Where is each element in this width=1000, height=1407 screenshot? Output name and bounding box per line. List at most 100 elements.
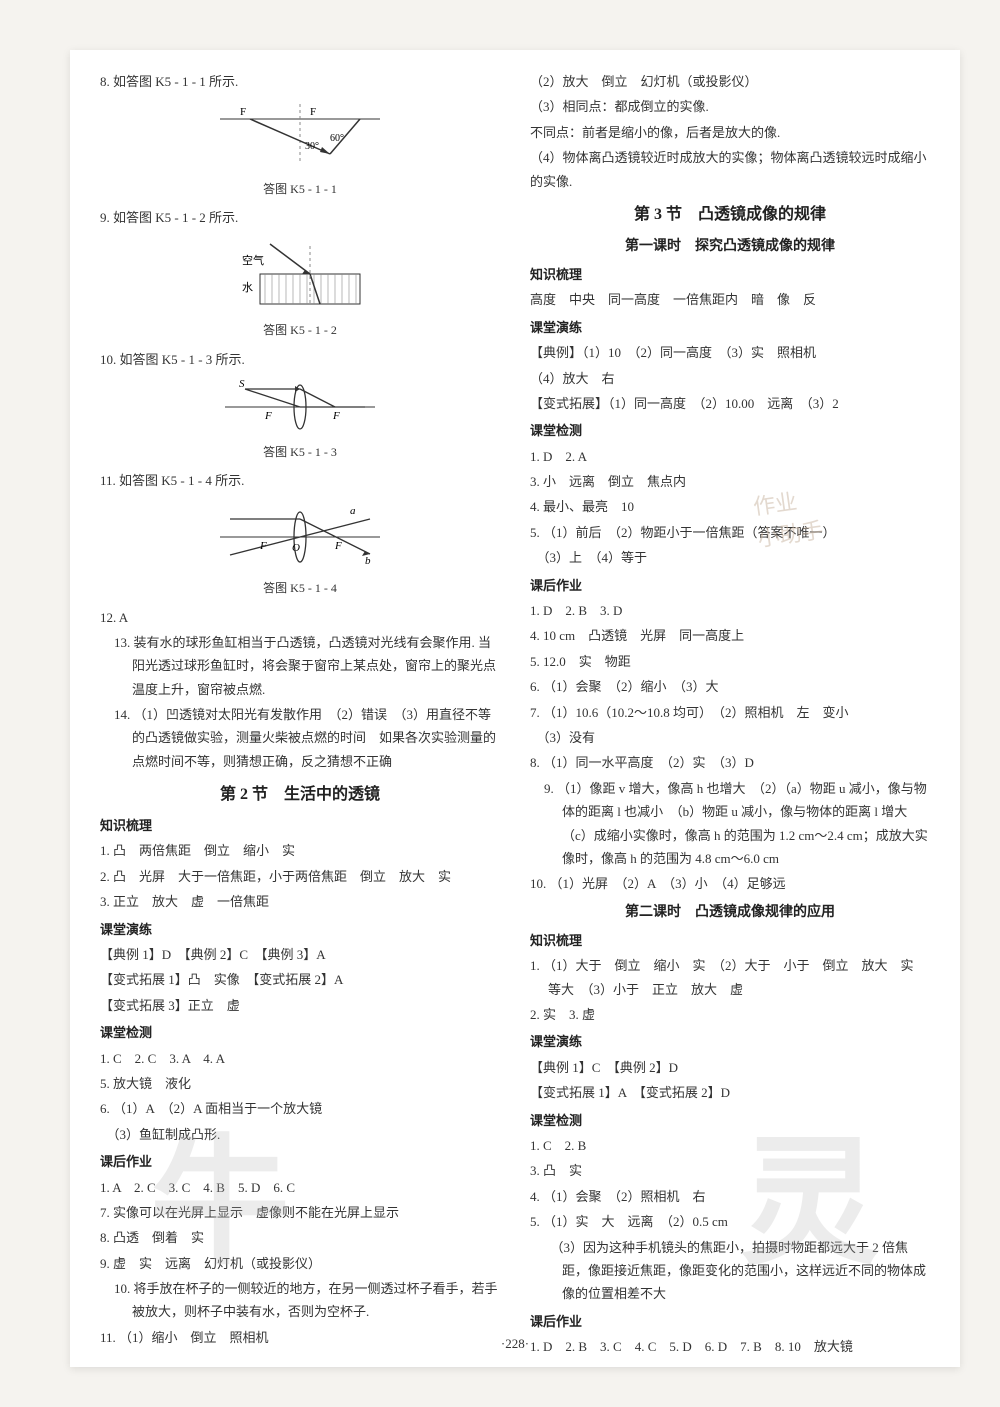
r-k2: （4）放大 右 xyxy=(530,367,930,390)
sub2-title: 第二课时 凸透镜成像规律的应用 xyxy=(530,900,930,925)
r-hw9: 10. （1）光屏 （2）A （3）小 （4）足够远 xyxy=(530,872,930,895)
left-zhishi-heading: 知识梳理 xyxy=(100,814,500,837)
q11-intro: 11. 如答图 K5 - 1 - 4 所示. xyxy=(100,469,500,492)
fig2-svg: 空气 水 xyxy=(220,236,380,311)
r-homework-heading: 课后作业 xyxy=(530,574,930,597)
r-j21: 1. C 2. B xyxy=(530,1134,930,1157)
l-j2: 5. 放大镜 液化 xyxy=(100,1072,500,1095)
l-k2: 【变式拓展 1】凸 实像 【变式拓展 2】A xyxy=(100,968,500,991)
fig3-S: S xyxy=(239,378,245,390)
q13: 13. 装有水的球形鱼缸相当于凸透镜，凸透镜对光线有会聚作用. 当阳光透过球形鱼… xyxy=(100,631,500,701)
r-k1: 【典例】（1）10 （2）同一高度 （3）实 照相机 xyxy=(530,341,930,364)
l-z2: 2. 凸 光屏 大于一倍焦距，小于两倍焦距 倒立 放大 实 xyxy=(100,865,500,888)
fig1-angle2: 30° xyxy=(305,141,319,152)
page-container: 8. 如答图 K5 - 1 - 1 所示. F F 60° 30° 答图 K5 … xyxy=(70,50,960,1367)
r-j2: 3. 小 远离 倒立 焦点内 xyxy=(530,470,930,493)
l-hw3: 8. 凸透 倒着 实 xyxy=(100,1226,500,1249)
fig1-F2: F xyxy=(310,106,316,118)
r-j24: 5. （1）实 大 远离 （2）0.5 cm xyxy=(530,1210,930,1233)
r-hw7: 8. （1）同一水平高度 （2）实 （3）D xyxy=(530,751,930,774)
fig1-svg: F F 60° 30° xyxy=(210,99,390,169)
r-jiance-heading: 课堂检测 xyxy=(530,419,930,442)
r-j22: 3. 凸 实 xyxy=(530,1159,930,1182)
r-j4: 5. （1）前后 （2）物距小于一倍焦距（答案不唯一） xyxy=(530,521,930,544)
fig4-caption: 答图 K5 - 1 - 4 xyxy=(100,578,500,600)
r-hw2: 4. 10 cm 凸透镜 光屏 同一高度上 xyxy=(530,624,930,647)
left-ketang-heading: 课堂演练 xyxy=(100,918,500,941)
fig2-air: 空气 xyxy=(242,253,264,267)
r-hw3: 5. 12.0 实 物距 xyxy=(530,650,930,673)
r-hw21: 1. D 2. B 3. C 4. C 5. D 6. D 7. B 8. 10… xyxy=(530,1335,930,1358)
l-j3: 6. （1）A （2）A 面相当于一个放大镜 xyxy=(100,1097,500,1120)
r-j23: 4. （1）会聚 （2）照相机 右 xyxy=(530,1185,930,1208)
r1: （2）放大 倒立 幻灯机（或投影仪） xyxy=(530,70,930,93)
r3: 不同点：前者是缩小的像，后者是放大的像. xyxy=(530,121,930,144)
sub1-title: 第一课时 探究凸透镜成像的规律 xyxy=(530,234,930,259)
fig4-b: b xyxy=(365,555,371,567)
l-hw6: 11. （1）缩小 倒立 照相机 xyxy=(100,1326,500,1349)
figure-k5-1-1: F F 60° 30° 答图 K5 - 1 - 1 xyxy=(100,99,500,200)
l-j1: 1. C 2. C 3. A 4. A xyxy=(100,1047,500,1070)
l-j4: （3）鱼缸制成凸形. xyxy=(100,1123,500,1146)
fig3-svg: S F F xyxy=(215,377,385,432)
fig2-water: 水 xyxy=(242,281,253,294)
l-z1: 1. 凸 两倍焦距 倒立 缩小 实 xyxy=(100,839,500,862)
q10-intro: 10. 如答图 K5 - 1 - 3 所示. xyxy=(100,348,500,371)
l-k1: 【典例 1】D 【典例 2】C 【典例 3】A xyxy=(100,943,500,966)
r-k22: 【变式拓展 1】A 【变式拓展 2】D xyxy=(530,1081,930,1104)
q12: 12. A xyxy=(100,606,500,629)
fig1-angle1: 60° xyxy=(330,133,344,144)
r-k21: 【典例 1】C 【典例 2】D xyxy=(530,1056,930,1079)
r-ketang2-heading: 课堂演练 xyxy=(530,1030,930,1053)
r-j5: （3）上 （4）等于 xyxy=(530,546,930,569)
r-hw1: 1. D 2. B 3. D xyxy=(530,599,930,622)
r-jiance2-heading: 课堂检测 xyxy=(530,1109,930,1132)
r-z22: 2. 实 3. 虚 xyxy=(530,1003,930,1026)
r-k3: 【变式拓展】（1）同一高度 （2）10.00 远离 （3）2 xyxy=(530,392,930,415)
right-column: （2）放大 倒立 幻灯机（或投影仪） （3）相同点：都成倒立的实像. 不同点：前… xyxy=(530,70,930,1337)
fig1-F: F xyxy=(240,106,246,118)
page-number: ·228· xyxy=(501,1336,529,1352)
l-z3: 3. 正立 放大 虚 一倍焦距 xyxy=(100,890,500,913)
r-zhishi-heading: 知识梳理 xyxy=(530,263,930,286)
q9-intro: 9. 如答图 K5 - 1 - 2 所示. xyxy=(100,206,500,229)
r-hw5: 7. （1）10.6（10.2～10.8 均可） （2）照相机 左 变小 xyxy=(530,701,930,724)
l-hw4: 9. 虚 实 远离 幻灯机（或投影仪） xyxy=(100,1252,500,1275)
q8-intro: 8. 如答图 K5 - 1 - 1 所示. xyxy=(100,70,500,93)
section2-title: 第 2 节 生活中的透镜 xyxy=(100,781,500,810)
r-ketang-heading: 课堂演练 xyxy=(530,316,930,339)
l-hw2: 7. 实像可以在光屏上显示 虚像则不能在光屏上显示 xyxy=(100,1201,500,1224)
left-jiance-heading: 课堂检测 xyxy=(100,1021,500,1044)
fig4-a: a xyxy=(350,505,356,517)
fig3-F: F xyxy=(264,410,272,422)
section3-title: 第 3 节 凸透镜成像的规律 xyxy=(530,201,930,230)
fig3-caption: 答图 K5 - 1 - 3 xyxy=(100,442,500,464)
q14: 14. （1）凹透镜对太阳光有发散作用 （2）错误 （3）用直径不等的凸透镜做实… xyxy=(100,703,500,773)
fig2-caption: 答图 K5 - 1 - 2 xyxy=(100,320,500,342)
fig4-F: F xyxy=(259,540,267,552)
l-hw5: 10. 将手放在杯子的一侧较近的地方，在另一侧透过杯子看手，若手被放大，则杯子中… xyxy=(100,1277,500,1324)
r4: （4）物体离凸透镜较近时成放大的实像；物体离凸透镜较远时成缩小的实像. xyxy=(530,146,930,193)
r-j3: 4. 最小、最亮 10 xyxy=(530,495,930,518)
figure-k5-1-2: 空气 水 答图 K5 - 1 - 2 xyxy=(100,236,500,342)
fig1-caption: 答图 K5 - 1 - 1 xyxy=(100,179,500,201)
fig4-svg: a b F O F xyxy=(210,499,390,569)
left-column: 8. 如答图 K5 - 1 - 1 所示. F F 60° 30° 答图 K5 … xyxy=(100,70,500,1337)
fig3-F2: F xyxy=(332,410,340,422)
figure-k5-1-4: a b F O F 答图 K5 - 1 - 4 xyxy=(100,499,500,600)
two-column-layout: 8. 如答图 K5 - 1 - 1 所示. F F 60° 30° 答图 K5 … xyxy=(100,70,930,1337)
r-homework2-heading: 课后作业 xyxy=(530,1310,930,1333)
r-hw8: 9. （1）像距 v 增大，像高 h 也增大 （2）（a）物距 u 减小，像与物… xyxy=(530,777,930,871)
fig4-O: O xyxy=(292,542,300,554)
r-hw4: 6. （1）会聚 （2）缩小 （3）大 xyxy=(530,675,930,698)
r2: （3）相同点：都成倒立的实像. xyxy=(530,95,930,118)
r-hw6: （3）没有 xyxy=(530,726,930,749)
r-zhishi2-heading: 知识梳理 xyxy=(530,929,930,952)
r-j25: （3）因为这种手机镜头的焦距小，拍摄时物距都远大于 2 倍焦距，像距接近焦距，像… xyxy=(530,1236,930,1306)
r-z1: 高度 中央 同一高度 一倍焦距内 暗 像 反 xyxy=(530,288,930,311)
l-k3: 【变式拓展 3】正立 虚 xyxy=(100,994,500,1017)
r-j1: 1. D 2. A xyxy=(530,445,930,468)
r-z21: 1. （1）大于 倒立 缩小 实 （2）大于 小于 倒立 放大 实 等大 （3）… xyxy=(530,954,930,1001)
l-hw1: 1. A 2. C 3. C 4. B 5. D 6. C xyxy=(100,1176,500,1199)
left-homework-heading: 课后作业 xyxy=(100,1150,500,1173)
